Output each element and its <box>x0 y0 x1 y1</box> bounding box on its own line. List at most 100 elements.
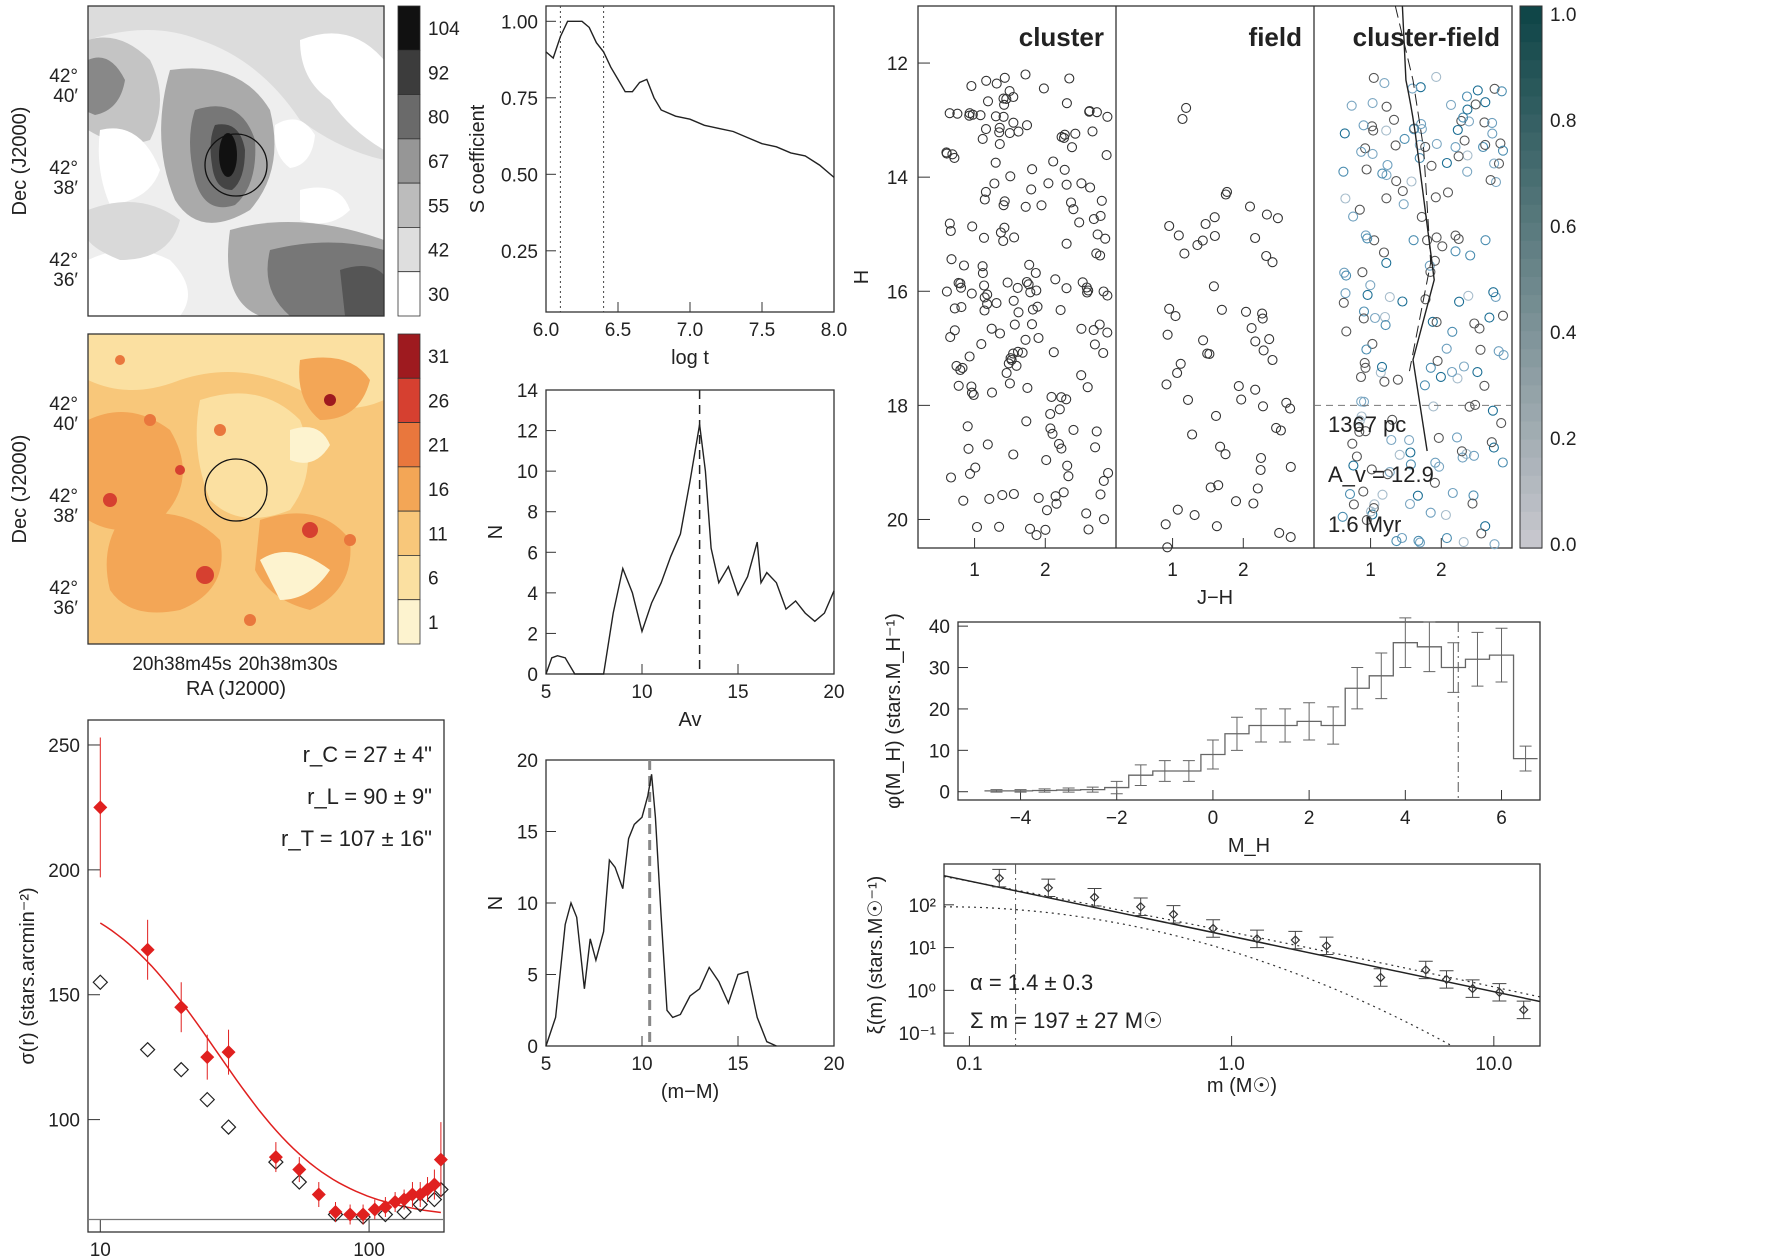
star-point <box>1053 438 1065 449</box>
star-point <box>1211 521 1222 532</box>
colorbar-label: 30 <box>428 285 449 306</box>
mf-errorbar <box>1319 936 1334 956</box>
star-point <box>1381 125 1392 136</box>
star-point <box>1102 290 1113 301</box>
prob-colorbar-segment <box>1520 222 1542 242</box>
star-point <box>1210 410 1222 421</box>
prob-colorbar-segment <box>1520 511 1542 531</box>
star-point <box>1285 403 1296 414</box>
star-point <box>1484 312 1495 323</box>
star-point <box>1391 176 1402 187</box>
map-ytick: 42° <box>49 158 78 179</box>
star-point <box>1447 326 1458 337</box>
star-point <box>1486 437 1497 448</box>
star-point <box>991 78 1002 89</box>
prob-colorbar-segment <box>1520 349 1542 369</box>
star-point <box>1008 449 1019 460</box>
star-point <box>1081 282 1092 293</box>
xlabel: M_H <box>1228 835 1270 857</box>
star-point <box>1441 343 1452 354</box>
star-point <box>1476 528 1487 539</box>
mf-annotation: α = 1.4 ± 0.3 <box>970 970 1093 995</box>
mf-point <box>1467 983 1478 994</box>
map-ytick: 40′ <box>53 86 78 107</box>
star-point <box>994 521 1005 532</box>
xtick-label: −4 <box>1010 808 1032 829</box>
star-point <box>1089 339 1100 350</box>
mf-errorbar <box>1373 968 1388 987</box>
xtick-label: 20 <box>823 682 844 703</box>
xtick-ra-2: 20h38m30s <box>238 654 337 675</box>
star-point <box>994 127 1005 138</box>
star-point <box>1236 394 1247 405</box>
lf-errorbar <box>1495 627 1508 683</box>
colorbar-swatch <box>397 182 421 228</box>
xtick-label: 1 <box>1365 560 1376 581</box>
xtick-label: 6 <box>1496 808 1507 829</box>
map-ytick: 36′ <box>53 598 78 619</box>
star-point <box>1388 114 1400 125</box>
star-point <box>964 108 975 119</box>
ytick-label: 5 <box>527 966 538 987</box>
raw-point <box>173 1061 190 1078</box>
star-point <box>945 472 957 483</box>
star-point <box>1098 475 1109 486</box>
star-point <box>1430 192 1441 203</box>
xtick-label: 6.5 <box>605 320 631 341</box>
star-point <box>1102 327 1113 338</box>
ytick-label: 0 <box>527 665 538 686</box>
star-point <box>1480 139 1491 150</box>
star-point <box>1087 126 1098 137</box>
prob-colorbar-label: 0.2 <box>1550 429 1576 450</box>
star-point <box>1463 290 1474 301</box>
star-point <box>1426 160 1437 171</box>
star-point <box>1011 360 1022 371</box>
star-point <box>1378 247 1390 258</box>
star-point <box>1021 416 1032 427</box>
star-point <box>1469 318 1480 329</box>
mf-errorbar <box>1166 905 1181 924</box>
star-point <box>1446 366 1458 378</box>
star-point <box>1061 283 1072 294</box>
star-point <box>1397 186 1408 197</box>
mf-errorbar <box>1465 979 1480 998</box>
star-point <box>1252 483 1263 494</box>
lf-errorbar <box>1423 621 1436 673</box>
star-point <box>976 339 987 350</box>
colorbar-swatch <box>397 94 421 140</box>
star-point <box>1490 177 1502 188</box>
star-point <box>1346 100 1357 111</box>
prob-colorbar-segment <box>1520 475 1542 495</box>
star-point <box>1480 235 1491 246</box>
star-point <box>1359 357 1370 368</box>
colorbar-label: 11 <box>428 524 448 545</box>
star-point <box>990 157 1001 168</box>
star-point <box>1355 371 1367 383</box>
yticks-top-map: 42°40′42°38′42°36′ <box>49 66 78 291</box>
star-point <box>1361 164 1372 175</box>
mf-point <box>1089 892 1100 903</box>
star-point <box>1437 241 1448 252</box>
star-point <box>1055 305 1066 316</box>
star-point <box>1480 97 1491 108</box>
star-point <box>1391 536 1402 547</box>
ytick-label: 250 <box>48 736 80 757</box>
raw-point <box>377 1206 394 1223</box>
star-point <box>1008 295 1019 306</box>
star-point <box>1062 460 1073 471</box>
star-point <box>1479 117 1490 128</box>
ytick-label: 18 <box>887 396 908 417</box>
radius-annotation: r_L = 90 ± 9" <box>307 784 432 809</box>
star-point <box>1045 423 1056 434</box>
star-point <box>966 381 977 392</box>
prob-colorbar-segment <box>1520 240 1542 260</box>
star-point <box>1050 491 1061 502</box>
colorbar-swatch <box>397 466 421 512</box>
ytick-label: 10 <box>517 894 538 915</box>
cluster-point <box>405 1187 420 1202</box>
star-point <box>1381 193 1392 204</box>
star-point <box>1488 287 1499 298</box>
star-point <box>1447 487 1458 499</box>
s-coefficient-plot: 6.0 6.5 7.0 7.5 8.0 0.25 0.50 0.75 1.00 log t S co… <box>467 5 847 369</box>
star-point <box>1348 460 1359 471</box>
